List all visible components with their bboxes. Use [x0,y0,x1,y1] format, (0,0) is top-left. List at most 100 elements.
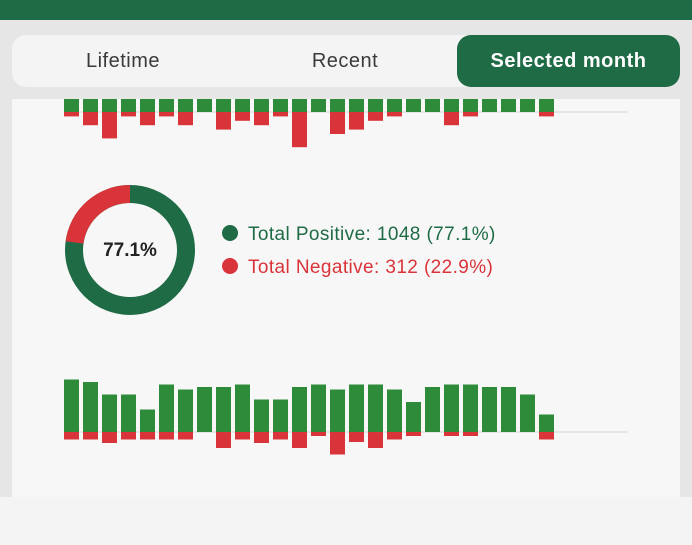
bottom-negative-bar [235,432,250,440]
top-positive-bar [444,99,459,112]
donut-center-label: 77.1% [103,240,157,261]
top-positive-bar [83,99,98,112]
top-negative-bar [292,112,307,148]
top-positive-bar [463,99,478,112]
bottom-positive-bar [425,387,440,432]
bottom-positive-bar [368,384,383,432]
bottom-positive-bar [406,402,421,432]
bottom-negative-bar [121,432,136,440]
bottom-negative-bar [273,432,288,440]
range-tab-bar: Lifetime Recent Selected month [12,35,680,87]
top-positive-bar [159,99,174,112]
donut-negative-arc [65,185,195,315]
legend-negative-dot [222,258,238,274]
bottom-positive-bar [159,384,174,432]
top-positive-bar [197,99,212,112]
bottom-negative-bar [216,432,231,448]
bottom-negative-bar [311,432,326,436]
bottom-positive-bar [178,389,193,432]
bottom-positive-bar [463,384,478,432]
top-negative-bar [83,112,98,126]
top-positive-bar [216,99,231,112]
top-negative-bar [539,112,554,117]
bottom-negative-bar [463,432,478,436]
top-positive-bar [368,99,383,112]
top-negative-bar [64,112,79,117]
summary-legend: Total Positive: 1048 (77.1%) Total Negat… [222,224,496,278]
top-positive-bar [406,99,421,112]
top-negative-bar [444,112,459,126]
bottom-positive-bar [520,394,535,432]
bottom-negative-bar [140,432,155,440]
top-negative-bar [216,112,231,130]
top-negative-bar [159,112,174,117]
stats-chart-area: 77.1% Total Positive: 1048 (77.1%) Total… [64,99,628,455]
bottom-negative-bar [368,432,383,448]
top-negative-bar [368,112,383,121]
tab-lifetime[interactable]: Lifetime [85,50,161,72]
top-positive-bar [501,99,516,112]
legend-positive-dot [222,225,238,241]
bottom-positive-bar [140,409,155,432]
top-positive-bar [349,99,364,112]
top-negative-bar [330,112,345,134]
bottom-positive-bar [273,399,288,432]
top-negative-bar [140,112,155,126]
top-positive-bar [482,99,497,112]
bottom-positive-bar [121,394,136,432]
top-positive-bar [178,99,193,112]
top-positive-bar [235,99,250,112]
stats-card[interactable]: 77.1% Total Positive: 1048 (77.1%) Total… [12,99,680,497]
top-positive-bar [273,99,288,112]
top-positive-bar [425,99,440,112]
bottom-positive-bar [102,394,117,432]
bottom-positive-bar [197,387,212,432]
bottom-bar [0,497,692,545]
top-negative-bar [273,112,288,117]
top-positive-bar [292,99,307,112]
legend-negative-text: Total Negative: 312 (22.9%) [248,257,493,278]
top-positive-bar [121,99,136,112]
bottom-negative-bar [387,432,402,440]
top-negative-bar [121,112,136,117]
top-positive-bar [330,99,345,112]
top-negative-bar [463,112,478,117]
top-app-bar [0,0,692,20]
top-negative-bar [254,112,269,126]
bottom-positive-bar [216,387,231,432]
top-positive-bar [140,99,155,112]
bottom-negative-bar [83,432,98,440]
top-positive-bar [520,99,535,112]
bottom-positive-bar [292,387,307,432]
top-positive-bar [254,99,269,112]
bottom-positive-bar [83,382,98,432]
bottom-positive-bar [254,399,269,432]
bottom-negative-bar [102,432,117,443]
bottom-positive-bar [539,414,554,432]
top-positive-bar [539,99,554,112]
legend-positive-text: Total Positive: 1048 (77.1%) [248,224,496,245]
bottom-positive-bar [330,389,345,432]
bottom-bar-chart [64,379,628,455]
bottom-positive-bar [387,389,402,432]
top-negative-bar [235,112,250,121]
bottom-negative-bar [64,432,79,440]
bottom-negative-bar [539,432,554,440]
bottom-negative-bar [330,432,345,455]
bottom-negative-bar [254,432,269,443]
top-positive-bar [387,99,402,112]
bottom-negative-bar [292,432,307,448]
bottom-positive-bar [235,384,250,432]
bottom-negative-bar [178,432,193,440]
top-positive-bar [311,99,326,112]
top-positive-bar [102,99,117,112]
tab-selected-month[interactable]: Selected month [457,35,680,87]
top-negative-bar [387,112,402,117]
bottom-positive-bar [349,384,364,432]
bottom-negative-bar [159,432,174,440]
bottom-positive-bar [311,384,326,432]
tab-recent[interactable]: Recent [311,50,379,72]
top-negative-bar [102,112,117,139]
bottom-positive-bar [501,387,516,432]
top-negative-bar [178,112,193,126]
